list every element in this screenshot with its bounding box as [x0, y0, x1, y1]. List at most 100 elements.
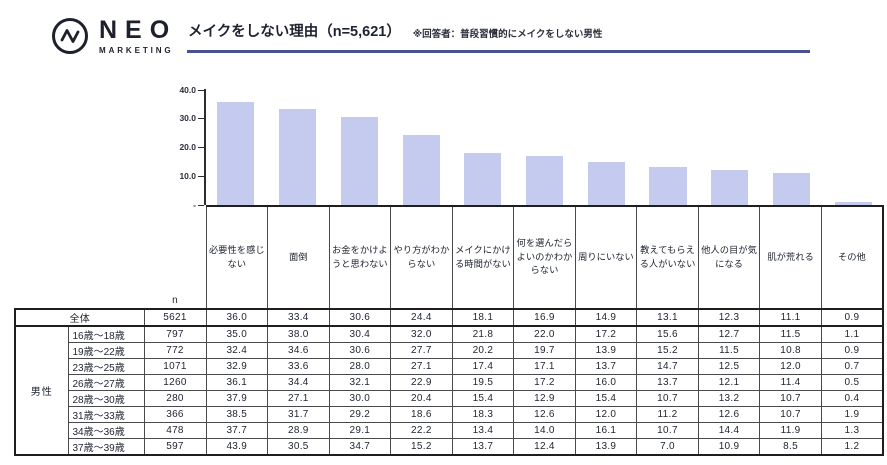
table-cell: 13.7 — [451, 438, 515, 456]
table-cell: 8.5 — [759, 438, 822, 456]
table-cell: 15.4 — [574, 390, 638, 407]
table-cell: 11.1 — [759, 308, 822, 327]
bar-5 — [464, 153, 502, 205]
row-label-overall: 全体 — [14, 308, 145, 327]
table-cell: 18.6 — [390, 406, 453, 423]
table-cell: 13.7 — [574, 358, 638, 375]
table-cell: 12.0 — [759, 358, 822, 375]
n-column-label: n — [172, 295, 178, 306]
n-value: 280 — [143, 390, 207, 407]
row-label-age: 19歳～22歳 — [67, 342, 145, 359]
bar-3 — [340, 117, 378, 205]
table-cell: 17.1 — [513, 358, 576, 375]
row-label-age: 26歳～27歳 — [67, 374, 145, 391]
table-cell: 17.2 — [574, 325, 638, 343]
row-label-age: 23歳～25歳 — [67, 358, 145, 375]
column-header: お金をかけようと思わない — [328, 205, 392, 310]
n-value: 366 — [143, 406, 207, 423]
bar-11 — [834, 202, 872, 205]
table-cell: 12.4 — [513, 438, 576, 456]
title-row: メイクをしない理由（n=5,621） ※回答者：普段習慣的にメイクをしない男性 — [188, 20, 602, 41]
brand-subtitle: MARKETING — [99, 45, 174, 55]
table-cell: 19.5 — [451, 374, 515, 391]
table-cell: 0.9 — [820, 308, 884, 327]
column-header: 何を選んだらよいのかわからない — [513, 205, 576, 310]
y-axis-label: 30.0 — [179, 113, 196, 124]
table-cell: 38.5 — [205, 406, 269, 423]
bar-9 — [711, 169, 749, 205]
table-cell: 14.0 — [513, 422, 576, 439]
table-cell: 10.7 — [759, 390, 822, 407]
plot-area — [205, 90, 884, 205]
y-axis-tick — [198, 118, 204, 120]
row-group-label: 男性 — [14, 325, 69, 456]
table-cell: 12.7 — [697, 325, 761, 343]
bar-slot — [699, 90, 761, 205]
table-cell: 11.5 — [697, 342, 761, 359]
row-label-age: 16歳～18歳 — [67, 325, 145, 343]
table-cell: 38.0 — [267, 325, 330, 343]
respondent-note: ※回答者：普段習慣的にメイクをしない男性 — [412, 28, 603, 40]
table-cell: 22.0 — [513, 325, 576, 343]
table-cell: 13.7 — [636, 374, 699, 391]
table-cell: 28.0 — [328, 358, 392, 375]
table-cell: 0.7 — [820, 358, 884, 375]
y-axis-tick — [198, 147, 204, 148]
table-cell: 32.4 — [205, 342, 269, 359]
bar-1 — [217, 101, 255, 205]
table-cell: 19.7 — [513, 342, 576, 359]
y-axis-tick — [198, 89, 204, 91]
table-cell: 30.4 — [328, 325, 392, 343]
table-cell: 15.4 — [451, 390, 515, 407]
table-cell: 36.1 — [205, 374, 269, 391]
table-cell: 12.3 — [697, 308, 761, 327]
bar-slot — [637, 90, 699, 205]
brand-logo-text: NEO MARKETING — [99, 15, 178, 55]
n-value: 1260 — [143, 374, 207, 391]
column-header: 面倒 — [267, 205, 330, 310]
table-cell: 0.5 — [820, 374, 884, 391]
table-cell: 24.4 — [390, 308, 453, 327]
row-label-age: 34歳～36歳 — [67, 422, 145, 439]
column-header: 他人の目が気になる — [697, 205, 761, 310]
table-cell: 13.1 — [636, 308, 699, 327]
table-cell: 10.7 — [636, 422, 699, 439]
table-cell: 27.1 — [390, 358, 453, 375]
table-cell: 18.1 — [451, 308, 515, 327]
table-cell: 33.4 — [267, 308, 330, 327]
column-header: 肌が荒れる — [759, 205, 822, 310]
title-underline — [187, 50, 810, 53]
row-label-age: 31歳～33歳 — [67, 406, 145, 423]
table-cell: 37.7 — [205, 422, 269, 439]
table-cell: 35.0 — [205, 325, 269, 343]
bar-slot — [575, 90, 637, 205]
bar-7 — [587, 162, 625, 205]
table-cell: 0.4 — [820, 390, 884, 407]
table-cell: 20.4 — [390, 390, 453, 407]
column-header: 周りにいない — [574, 205, 638, 310]
table-cell: 32.9 — [205, 358, 269, 375]
table-cell: 30.0 — [328, 390, 392, 407]
table-cell: 10.7 — [759, 406, 822, 423]
table-cell: 1.1 — [820, 325, 884, 343]
bar-slot — [205, 90, 267, 205]
table-cell: 34.7 — [328, 438, 392, 456]
table-cell: 13.9 — [574, 342, 638, 359]
y-axis-tick — [198, 175, 204, 177]
brand-name: NEO — [99, 15, 178, 44]
n-value: 772 — [143, 342, 207, 359]
table-cell: 11.4 — [759, 374, 822, 391]
table-cell: 16.1 — [574, 422, 638, 439]
table-cell: 30.6 — [328, 342, 392, 359]
bar-slot — [822, 90, 884, 205]
bar-2 — [279, 109, 317, 205]
column-header: 教えてもらえる人がいない — [636, 205, 699, 310]
table-cell: 13.2 — [697, 390, 761, 407]
table-cell: 15.6 — [636, 325, 699, 343]
bar-6 — [526, 156, 564, 205]
table-cell: 30.6 — [328, 308, 392, 327]
table-cell: 43.9 — [205, 438, 269, 456]
table-cell: 13.9 — [574, 438, 638, 456]
table-cell: 22.2 — [390, 422, 453, 439]
